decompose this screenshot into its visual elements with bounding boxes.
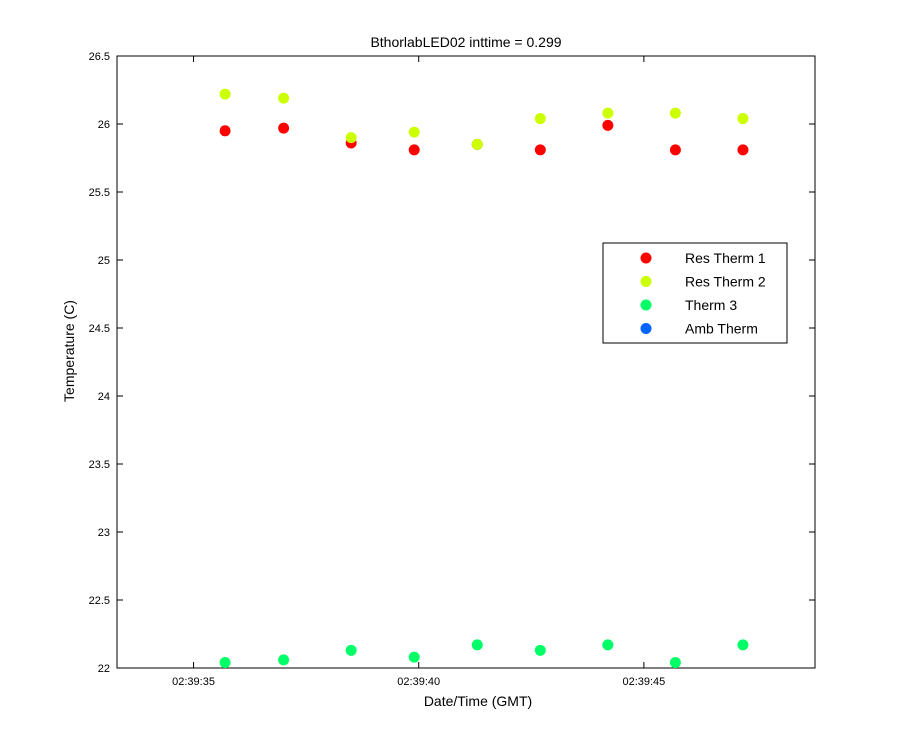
x-axis-label: Date/Time (GMT) [424, 693, 532, 709]
legend-label: Res Therm 1 [685, 250, 766, 266]
legend-marker [640, 323, 652, 334]
data-point [737, 144, 749, 156]
legend-label: Amb Therm [685, 321, 758, 337]
x-tick-label: 02:39:45 [622, 676, 665, 688]
legend-label: Res Therm 2 [685, 274, 766, 290]
y-tick-label: 25 [98, 255, 110, 267]
data-point [602, 639, 614, 651]
data-point [534, 113, 546, 125]
legend-marker [640, 252, 652, 264]
data-point [345, 644, 357, 656]
data-points [219, 88, 749, 669]
data-point [278, 122, 290, 134]
x-tick-label: 02:39:35 [172, 676, 215, 688]
legend-marker [640, 276, 652, 287]
data-point [534, 644, 546, 656]
x-axis-ticks: 02:39:35 02:39:40 02:39:45 [172, 56, 665, 688]
data-point [737, 113, 749, 125]
y-tick-label: 23.5 [89, 459, 110, 471]
data-point [408, 651, 420, 663]
legend-label: Therm 3 [685, 297, 737, 313]
data-point [278, 92, 290, 104]
legend-box [602, 242, 788, 344]
y-tick-label: 23 [98, 527, 110, 539]
y-tick-label: 26 [98, 119, 110, 131]
y-axis-ticks: 22 22.5 23 23.5 24 24.5 25 25.5 26 26.5 [89, 51, 815, 675]
data-point [602, 119, 614, 131]
data-point [408, 126, 420, 138]
y-tick-label: 25.5 [89, 187, 110, 199]
data-point [737, 639, 749, 651]
data-point [602, 107, 614, 119]
data-point [219, 88, 231, 100]
data-point [669, 144, 681, 156]
y-tick-label: 26.5 [89, 51, 110, 63]
data-point [219, 657, 231, 669]
data-point [471, 138, 483, 150]
y-tick-label: 22 [98, 663, 110, 675]
chart-title: BthorlabLED02 inttime = 0.299 [370, 34, 561, 50]
data-point [669, 657, 681, 669]
legend: Res Therm 1 Res Therm 2 Therm 3 Amb Therm [602, 242, 788, 344]
y-tick-label: 24.5 [89, 323, 110, 335]
data-point [219, 125, 231, 137]
x-tick-label: 02:39:40 [397, 676, 440, 688]
data-point [471, 639, 483, 651]
data-point [345, 132, 357, 144]
data-point [408, 144, 420, 156]
y-tick-label: 22.5 [89, 595, 110, 607]
y-tick-label: 24 [98, 391, 110, 403]
legend-marker [640, 299, 652, 311]
data-point [278, 654, 290, 666]
y-axis-label: Temperature (C) [61, 300, 77, 402]
plot-area [116, 55, 816, 669]
data-point [669, 107, 681, 119]
data-point [534, 144, 546, 156]
